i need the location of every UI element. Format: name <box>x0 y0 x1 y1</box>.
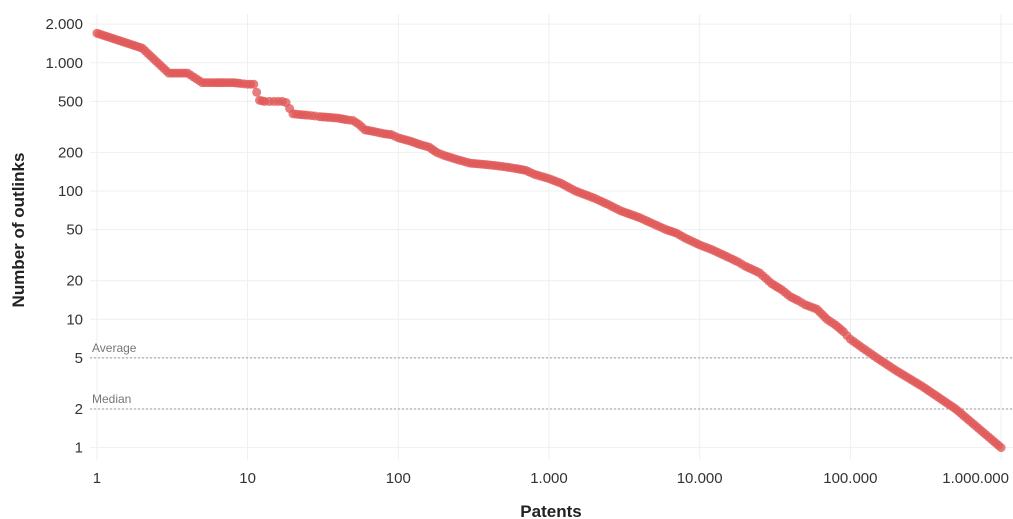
y-tick-label: 50 <box>66 222 83 239</box>
y-tick-label: 10 <box>66 311 83 328</box>
data-point <box>996 443 1006 453</box>
x-tick-label: 1.000.000 <box>942 470 1009 487</box>
y-tick-label: 1.000 <box>45 55 83 72</box>
x-axis-ticks: 1 10 100 1.000 10.000 100.000 1.000.000 <box>93 470 1009 487</box>
y-tick-label: 1 <box>75 440 83 457</box>
x-tick-label: 1.000 <box>530 470 568 487</box>
y-tick-label: 200 <box>58 144 83 161</box>
y-tick-label: 2.000 <box>45 16 83 33</box>
y-axis-ticks: 1 2 5 10 20 50 100 200 500 1.000 2.000 <box>45 16 83 456</box>
x-tick-label: 10.000 <box>677 470 723 487</box>
data-points <box>92 28 1006 453</box>
y-tick-label: 100 <box>58 183 83 200</box>
y-tick-label: 5 <box>75 350 83 367</box>
y-tick-label: 2 <box>75 401 83 418</box>
data-point <box>252 87 262 97</box>
reference-label-median: Median <box>92 392 131 406</box>
reference-lines: Average Median <box>90 341 1013 410</box>
y-axis-title: Number of outlinks <box>9 153 28 308</box>
x-tick-label: 1 <box>93 470 101 487</box>
x-axis-title: Patents <box>520 502 581 519</box>
x-tick-label: 100 <box>386 470 411 487</box>
x-tick-label: 10 <box>239 470 256 487</box>
x-tick-label: 100.000 <box>823 470 877 487</box>
reference-label-average: Average <box>92 341 137 355</box>
y-tick-label: 20 <box>66 273 83 290</box>
grid <box>90 14 1013 460</box>
y-tick-label: 500 <box>58 93 83 110</box>
data-point <box>249 79 259 89</box>
